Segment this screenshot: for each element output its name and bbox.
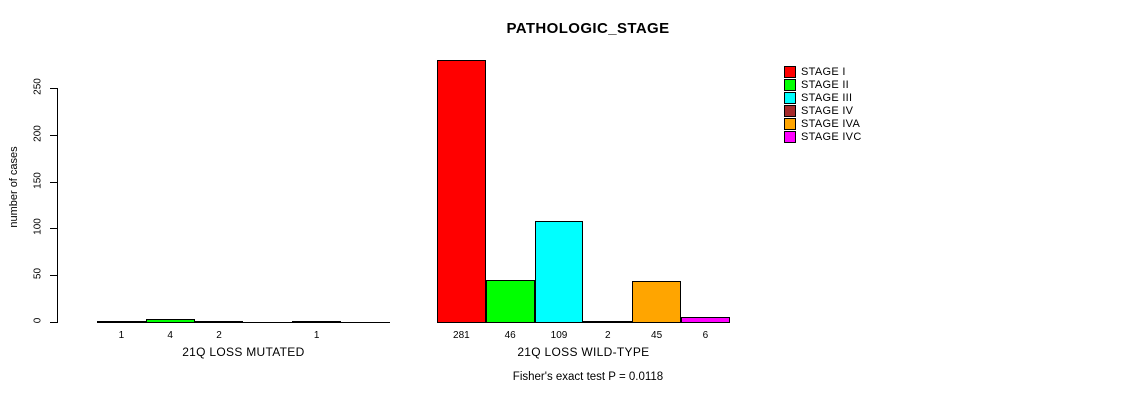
x-group-label: 21Q LOSS MUTATED [182, 345, 305, 359]
y-axis-tick [50, 182, 57, 183]
bar [583, 321, 633, 323]
bar [145, 319, 195, 323]
bar [194, 321, 244, 323]
chart-title: PATHOLOGIC_STAGE [506, 20, 670, 37]
y-axis-tick [50, 135, 57, 136]
y-axis-tick [50, 88, 57, 89]
y-axis-tick [50, 228, 57, 229]
bar [681, 317, 730, 323]
bar-value-label: 45 [651, 330, 663, 341]
bar-value-label: 2 [605, 330, 611, 341]
y-axis-tick-label: 100 [32, 218, 44, 235]
legend-swatch [784, 118, 796, 130]
fisher-test-note: Fisher's exact test P = 0.0118 [512, 371, 664, 383]
legend-label: STAGE I [801, 66, 846, 79]
y-axis-tick-label: 250 [32, 78, 44, 95]
legend-swatch [784, 130, 796, 143]
y-axis-tick-label: 200 [32, 125, 44, 142]
legend-label: STAGE II [801, 79, 850, 92]
bar-value-label: 4 [167, 330, 173, 341]
legend-item: STAGE IV [784, 105, 862, 118]
x-group-label: 21Q LOSS WILD-TYPE [517, 345, 650, 359]
legend: STAGE I STAGE II STAGE III STAGE IV STAGE IV… [784, 66, 862, 143]
y-axis-tick-label: 50 [32, 267, 44, 280]
y-axis-tick [50, 322, 57, 323]
legend-label: STAGE IV [801, 105, 854, 118]
bar-value-label: 281 [453, 330, 470, 341]
bar [437, 60, 486, 323]
bar [292, 321, 341, 323]
legend-swatch [784, 79, 796, 92]
bar [534, 221, 584, 323]
y-axis-tick-label: 0 [32, 317, 44, 324]
bar-value-label: 6 [702, 330, 709, 341]
legend-swatch [784, 66, 796, 79]
bar [632, 281, 681, 323]
legend-item: STAGE II [784, 79, 862, 92]
legend-item: STAGE IVC [784, 130, 862, 143]
y-axis-tick-label: 150 [32, 172, 44, 189]
legend-item: STAGE III [784, 92, 862, 105]
y-axis-title: number of cases [8, 146, 20, 228]
legend-label: STAGE IVC [801, 130, 862, 143]
group-baseline [97, 322, 390, 323]
bar [97, 321, 146, 323]
bar-value-label: 1 [313, 330, 320, 341]
y-axis-tick [50, 275, 57, 276]
legend-label: STAGE III [801, 92, 853, 105]
bar-value-label: 46 [504, 330, 516, 341]
legend-item: STAGE I [784, 66, 862, 79]
legend-label: STAGE IVA [801, 118, 861, 130]
y-axis-line [57, 88, 58, 323]
bar-value-label: 109 [550, 330, 568, 341]
legend-item: STAGE IVA [784, 118, 862, 131]
legend-swatch [784, 92, 796, 105]
bar-value-label: 2 [216, 330, 222, 341]
bar-value-label: 1 [118, 330, 125, 341]
bar [485, 280, 535, 323]
legend-swatch [784, 105, 796, 118]
